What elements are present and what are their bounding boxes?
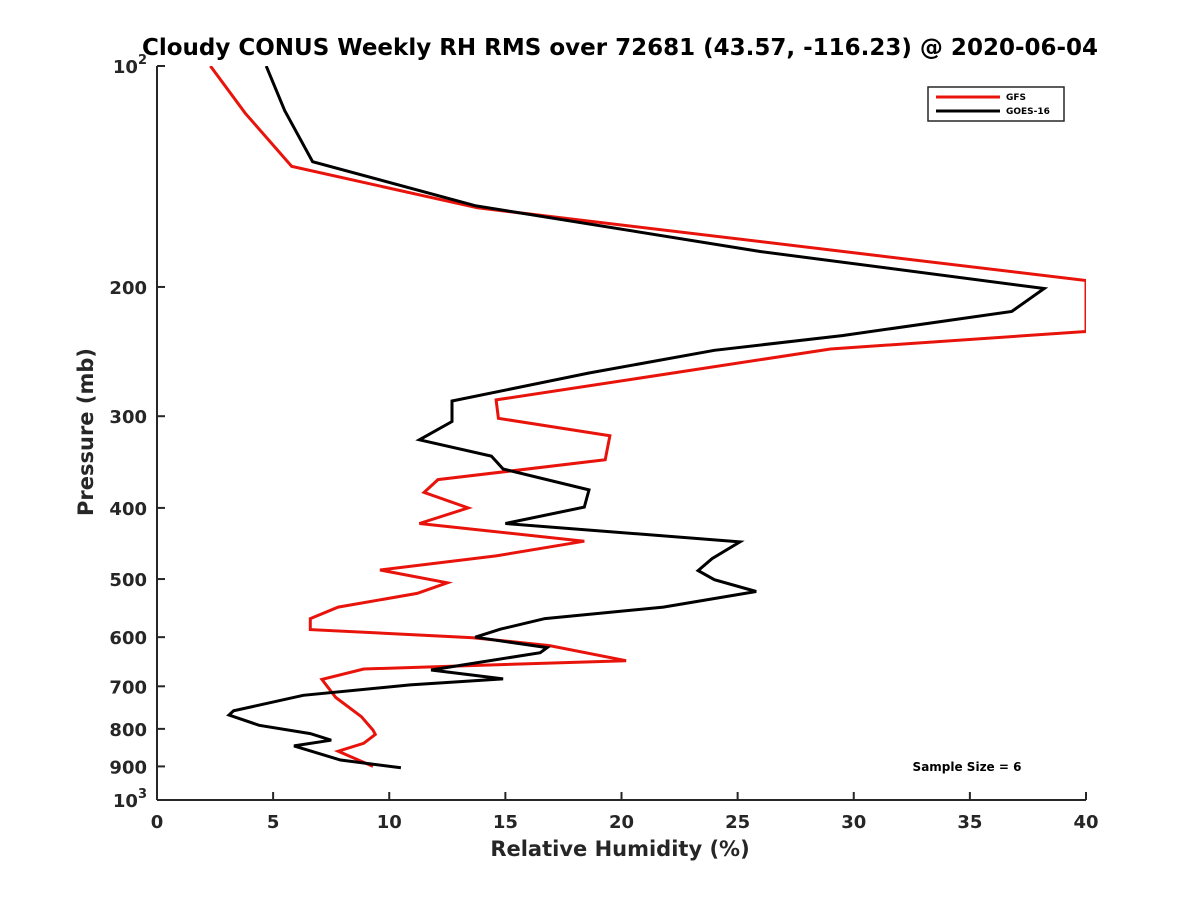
series-line-gfs (209, 66, 1086, 768)
x-tick-label: 10 (377, 812, 402, 833)
x-tick-label: 40 (1073, 812, 1098, 833)
y-tick-label: 700 (109, 677, 147, 698)
y-tick-label: 500 (109, 570, 147, 591)
y-tick-label: 102 (113, 53, 147, 78)
x-tick-label: 20 (609, 812, 634, 833)
sample-size-annotation: Sample Size = 6 (913, 760, 1022, 774)
x-tick-label: 30 (841, 812, 866, 833)
y-axis-label: Pressure (mb) (74, 348, 98, 516)
x-axis-label: Relative Humidity (%) (490, 837, 749, 861)
legend-box (927, 86, 1065, 122)
series-line-goes-16 (226, 66, 1049, 770)
plot-area: 0 5 10 15 20 25 30 35 40 102 200 300 400 500 600 700 800… (109, 53, 1098, 833)
legend-label: GOES-16 (1006, 107, 1050, 117)
series-layer (209, 66, 1086, 770)
x-tick-label: 15 (493, 812, 518, 833)
x-tick-label: 5 (267, 812, 280, 833)
y-tick-label: 103 (113, 787, 147, 812)
y-tick-label: 200 (109, 278, 147, 299)
y-tick-label: 800 (109, 720, 147, 741)
x-tick-label: 0 (151, 812, 164, 833)
chart-title: Cloudy CONUS Weekly RH RMS over 72681 (4… (142, 35, 1098, 61)
legend: GFS GOES-16 (927, 86, 1065, 122)
legend-label: GFS (1006, 93, 1026, 103)
y-tick-label: 400 (109, 499, 147, 520)
axes-layer: 0 5 10 15 20 25 30 35 40 102 200 300 400 500 600 700 800… (109, 53, 1098, 833)
y-tick-label: 900 (109, 757, 147, 778)
y-tick-label: 600 (109, 628, 147, 649)
x-tick-label: 25 (725, 812, 750, 833)
y-tick-label: 300 (109, 407, 147, 428)
x-tick-label: 35 (957, 812, 982, 833)
